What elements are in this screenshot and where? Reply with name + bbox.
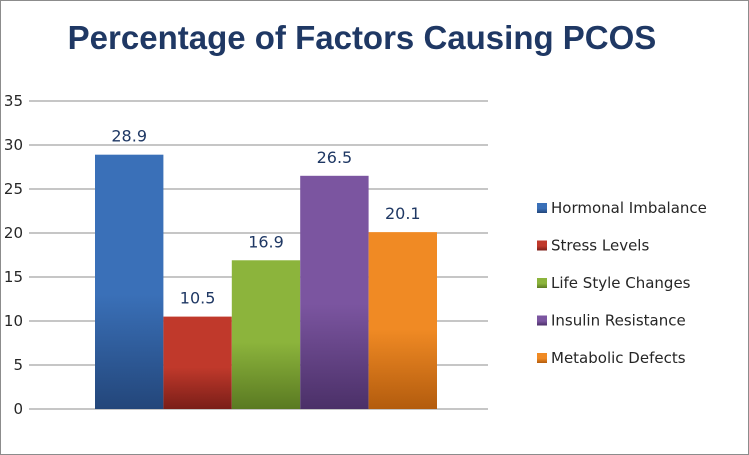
y-tick-label: 30 bbox=[4, 136, 23, 154]
legend-label: Insulin Resistance bbox=[551, 312, 686, 330]
chart-title: Percentage of Factors Causing PCOS bbox=[68, 19, 657, 56]
legend-swatch bbox=[537, 353, 547, 363]
bar-insulin-resistance bbox=[300, 175, 369, 409]
bar-metabolic-defects bbox=[368, 232, 437, 409]
data-labels: 28.9 10.5 16.9 26.5 20.1 bbox=[111, 127, 420, 308]
legend-label: Hormonal Imbalance bbox=[551, 199, 707, 217]
legend-label: Life Style Changes bbox=[551, 274, 691, 292]
bars bbox=[95, 154, 437, 409]
data-label: 28.9 bbox=[111, 127, 147, 146]
data-label: 20.1 bbox=[385, 204, 421, 223]
y-tick-label: 25 bbox=[4, 180, 23, 198]
y-tick-label: 10 bbox=[4, 312, 23, 330]
data-label: 10.5 bbox=[180, 289, 216, 308]
data-label: 26.5 bbox=[317, 148, 353, 167]
legend-label: Stress Levels bbox=[551, 237, 649, 255]
y-tick-label: 20 bbox=[4, 224, 23, 242]
y-tick-label: 0 bbox=[13, 400, 23, 418]
legend-swatch bbox=[537, 278, 547, 288]
legend: Hormonal Imbalance Stress Levels Life Styl… bbox=[537, 199, 707, 367]
bar-stress-levels bbox=[163, 316, 232, 409]
legend-swatch bbox=[537, 203, 547, 213]
legend-label: Metabolic Defects bbox=[551, 349, 686, 367]
bar-hormonal-imbalance bbox=[95, 154, 164, 409]
legend-swatch bbox=[537, 315, 547, 326]
y-tick-label: 15 bbox=[4, 268, 23, 286]
bar-life-style-changes bbox=[231, 260, 301, 409]
y-axis-ticks: 0 5 10 15 20 25 30 35 bbox=[4, 92, 23, 418]
y-tick-label: 5 bbox=[13, 356, 23, 374]
data-label: 16.9 bbox=[248, 232, 284, 251]
y-tick-label: 35 bbox=[4, 92, 23, 110]
legend-swatch bbox=[537, 240, 547, 251]
